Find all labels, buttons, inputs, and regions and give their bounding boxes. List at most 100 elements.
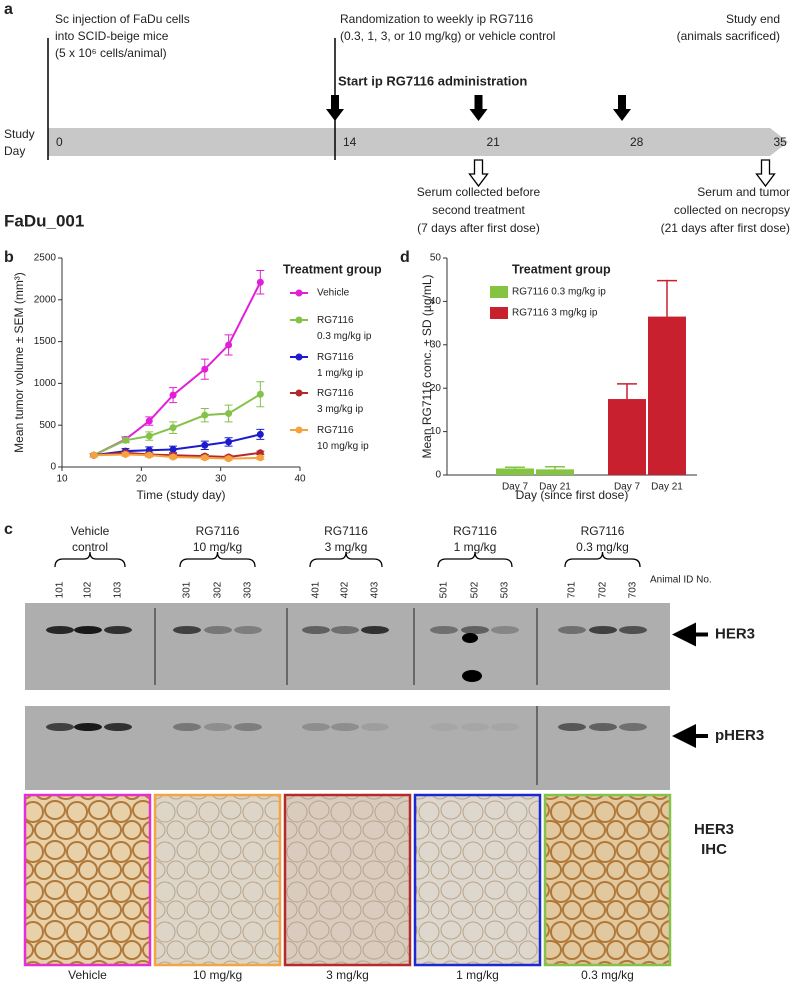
event-text: (21 days after first dose) (661, 221, 790, 235)
data-point (256, 390, 264, 398)
panel-label: c (4, 521, 13, 538)
legend-label: RG7116 10 mg/kg ip (317, 425, 369, 452)
animal-id: 503 (500, 581, 511, 598)
event-text: Sc injection of FaDu cells (55, 12, 190, 26)
blot-artifact (462, 633, 478, 643)
blot-band (104, 626, 132, 634)
blot-band (331, 626, 359, 634)
blot-band (558, 626, 586, 634)
ihc-cells (415, 795, 540, 965)
animal-id: 502 (470, 581, 481, 598)
ihc-cells (285, 795, 410, 965)
animal-id: 102 (83, 581, 94, 598)
legend-label: RG7116 3 mg/kg ip (317, 388, 364, 415)
group-label: 1 mg/kg (454, 540, 497, 554)
group-label: RG7116 (453, 524, 497, 538)
legend-label: RG7116 0.3 mg/kg ip (512, 287, 606, 298)
y-tick-label: 2500 (34, 253, 57, 264)
error-bar (617, 383, 637, 400)
legend-marker (295, 353, 303, 361)
animal-id: 403 (370, 581, 381, 598)
animal-id: 703 (628, 581, 639, 598)
day-label: 0 (56, 135, 63, 149)
dose-arrow (326, 95, 344, 121)
y-tick-label: 50 (430, 253, 442, 264)
blot-band (430, 723, 458, 731)
blot-band (430, 626, 458, 634)
ihc-caption: 0.3 mg/kg (581, 968, 634, 982)
legend-label: Vehicle (317, 288, 350, 299)
data-point (121, 436, 129, 444)
y-tick-label: 500 (39, 420, 56, 431)
brace (564, 551, 641, 568)
data-point (169, 424, 177, 432)
legend-title: Treatment group (512, 262, 611, 276)
blot-band (302, 723, 330, 731)
legend-swatch (490, 286, 508, 298)
day-label: 21 (487, 135, 501, 149)
y-tick-label: 40 (430, 296, 442, 307)
data-point (225, 341, 233, 349)
blot-band (74, 626, 102, 634)
data-point (201, 411, 209, 419)
blot-band (361, 723, 389, 731)
blot-band (46, 626, 74, 634)
blot-band (491, 723, 519, 731)
animal-id: 701 (567, 581, 578, 598)
blot-band (589, 626, 617, 634)
ihc-cells (155, 795, 280, 965)
blot-band (461, 723, 489, 731)
ihc-caption: Vehicle (68, 968, 107, 982)
event-text: collected on necropsy (674, 203, 790, 217)
group-label: RG7116 (581, 524, 625, 538)
blot-band (558, 723, 586, 731)
event-text: (5 x 10⁶ cells/animal) (55, 46, 167, 60)
group-label: control (72, 540, 108, 554)
ihc-border (153, 793, 282, 967)
bar (536, 469, 574, 475)
ihc-caption: 1 mg/kg (456, 968, 499, 982)
data-point (256, 449, 264, 457)
data-point (256, 454, 264, 462)
brace (309, 551, 383, 568)
animal-id: 702 (598, 581, 609, 598)
group-label: 3 mg/kg (325, 540, 368, 554)
blot-band (361, 626, 389, 634)
y-tick-label: 1000 (34, 378, 57, 389)
animal-id: 302 (213, 581, 224, 598)
blot-band (234, 626, 262, 634)
blot-band (619, 723, 647, 731)
blot (25, 603, 670, 690)
y-tick-label: 0 (50, 462, 56, 473)
data-point (225, 438, 233, 446)
event-text: Study end (726, 12, 780, 26)
data-point (90, 451, 98, 459)
group-label: RG7116 (324, 524, 368, 538)
blot-band (46, 723, 74, 731)
legend-label: RG7116 3 mg/kg ip (512, 308, 598, 319)
event-text: (7 days after first dose) (417, 221, 540, 235)
ihc-border (413, 793, 542, 967)
ihc-label: IHC (701, 841, 727, 858)
blot-band (234, 723, 262, 731)
brace (179, 551, 256, 568)
animal-id: 303 (243, 581, 254, 598)
dose-arrow (469, 95, 488, 121)
group-label: Vehicle (71, 524, 110, 538)
x-tick-label: 30 (215, 474, 227, 485)
data-point (145, 432, 153, 440)
blot-band (461, 626, 489, 634)
legend-marker (295, 426, 303, 434)
data-point (256, 278, 264, 286)
day-label: 14 (343, 135, 357, 149)
sample-arrow (468, 159, 489, 188)
ihc-caption: 10 mg/kg (193, 968, 242, 982)
day-label: 35 (774, 135, 788, 149)
x-tick-label: 40 (294, 474, 306, 485)
data-point (145, 417, 153, 425)
data-point (225, 455, 233, 463)
y-tick-label: 2000 (34, 294, 57, 305)
blot-artifact (462, 670, 482, 682)
legend-title: Treatment group (283, 262, 382, 276)
data-point (201, 454, 209, 462)
